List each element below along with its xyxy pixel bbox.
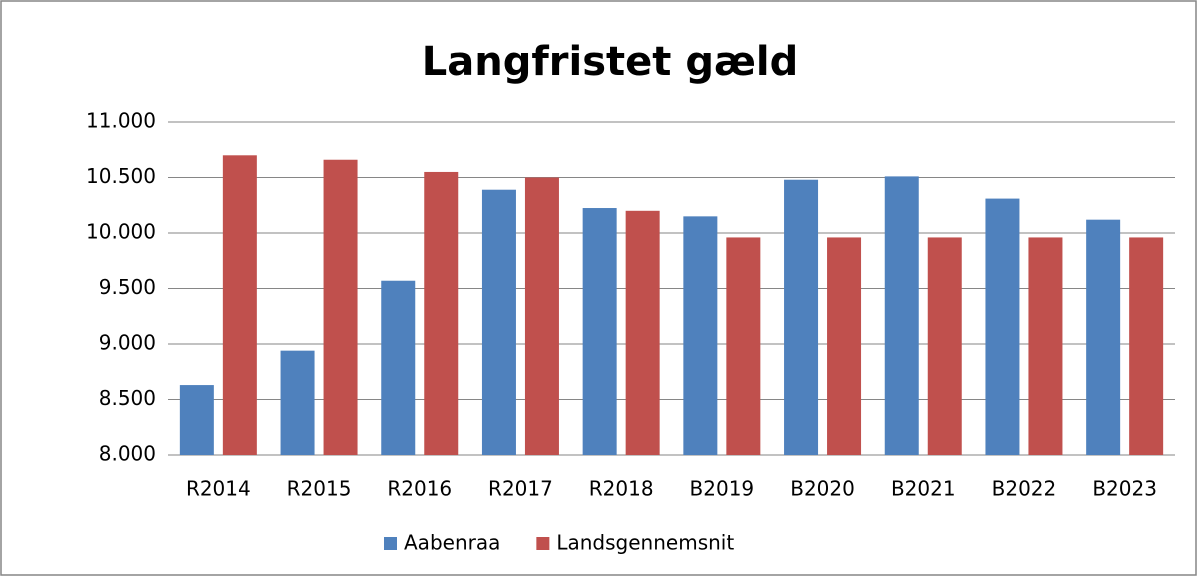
- x-tick-label: R2015: [287, 477, 352, 501]
- x-tick-label: R2016: [387, 477, 452, 501]
- bar: [1086, 219, 1121, 455]
- bar: [1028, 237, 1063, 455]
- bar: [179, 385, 214, 455]
- y-tick-label: 9.500: [99, 275, 156, 299]
- x-tick-label: B2022: [992, 477, 1057, 501]
- x-tick-label: R2018: [589, 477, 654, 501]
- bar: [726, 237, 761, 455]
- bar: [985, 198, 1020, 455]
- x-tick-label: R2014: [186, 477, 251, 501]
- x-tick-label: B2021: [891, 477, 956, 501]
- chart-title: Langfristet gæld: [422, 39, 798, 85]
- bar: [683, 216, 718, 455]
- bar: [381, 280, 416, 455]
- bar: [582, 208, 617, 455]
- legend-label: Aabenraa: [404, 531, 500, 555]
- bar: [827, 237, 862, 455]
- bar: [323, 159, 358, 456]
- bar: [481, 189, 516, 455]
- bar: [524, 177, 559, 455]
- bar: [280, 350, 315, 455]
- y-tick-label: 10.000: [86, 220, 156, 244]
- legend-label: Landsgennemsnit: [556, 531, 734, 555]
- bar: [424, 171, 459, 455]
- bar: [1129, 237, 1164, 455]
- y-tick-label: 11.000: [86, 109, 156, 133]
- bar: [222, 155, 257, 456]
- bar: [625, 210, 660, 455]
- x-tick-label: R2017: [488, 477, 553, 501]
- legend-swatch: [384, 537, 397, 550]
- y-tick-label: 10.500: [86, 164, 156, 188]
- x-tick-label: B2023: [1092, 477, 1157, 501]
- bar: [884, 176, 919, 455]
- legend-swatch: [536, 537, 550, 550]
- bar: [927, 237, 962, 455]
- x-tick-label: B2019: [690, 477, 755, 501]
- y-tick-label: 8.500: [99, 386, 156, 410]
- y-tick-label: 8.000: [99, 442, 156, 466]
- x-tick-label: B2020: [790, 477, 855, 501]
- y-tick-label: 9.000: [99, 331, 156, 355]
- bar: [784, 179, 819, 455]
